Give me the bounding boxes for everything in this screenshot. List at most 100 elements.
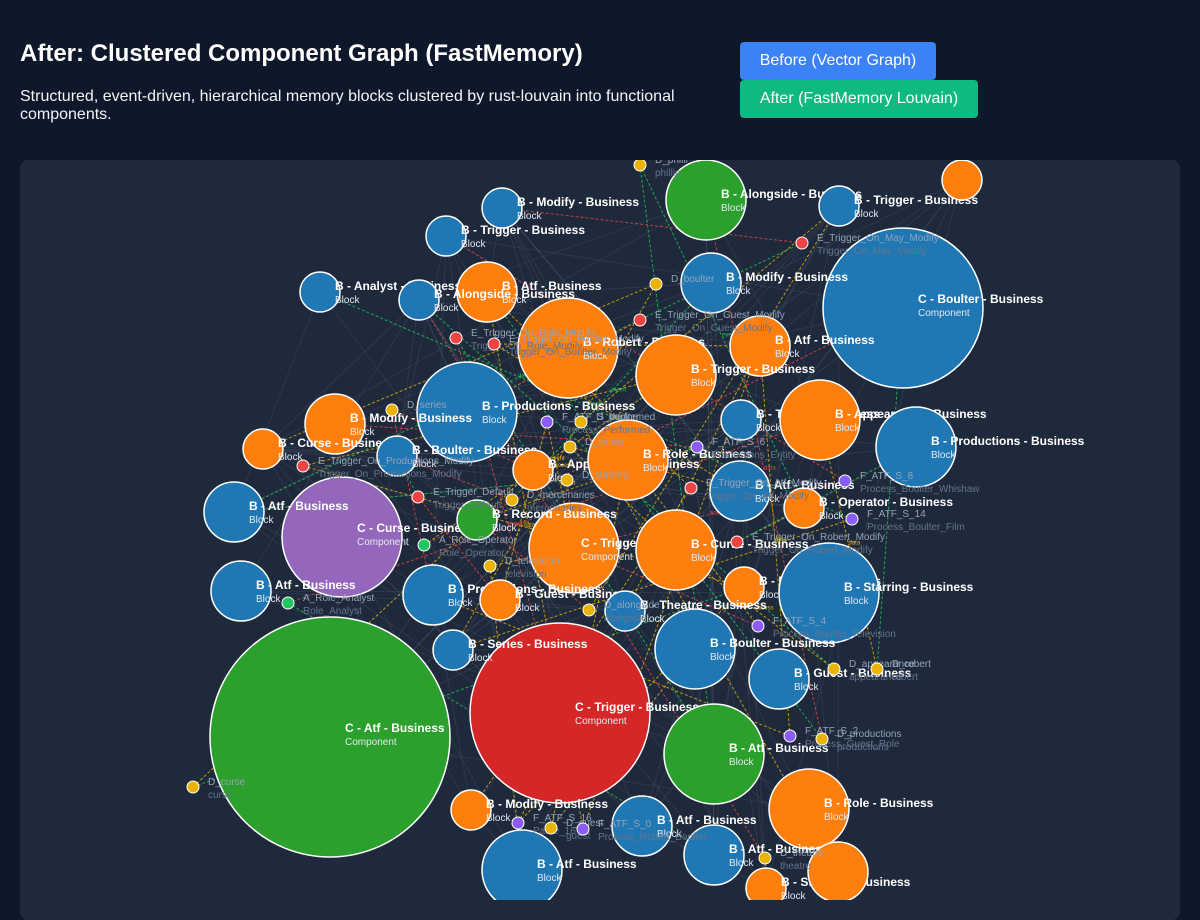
- graph-node[interactable]: B - Record - Business Block: [456, 499, 617, 541]
- detail-node[interactable]: E_Trigger_On_Atf_Modify Trigger_On_Atf_Mo…: [684, 478, 821, 502]
- graph-node[interactable]: B - Atf - Business Block: [611, 795, 757, 857]
- node-circle[interactable]: [481, 829, 563, 900]
- graph-node[interactable]: B - Atf - Business Block: [683, 824, 829, 886]
- graph-node[interactable]: B - Productions - Business Block: [875, 406, 1085, 488]
- node-circle[interactable]: [680, 252, 742, 314]
- detail-dot[interactable]: [633, 313, 647, 327]
- node-circle[interactable]: [456, 261, 518, 323]
- detail-dot[interactable]: [411, 490, 425, 504]
- node-circle[interactable]: [479, 579, 521, 621]
- detail-dot[interactable]: [505, 493, 519, 507]
- node-circle[interactable]: [299, 271, 341, 313]
- detail-dot[interactable]: [544, 821, 558, 835]
- graph-node[interactable]: B - Guest - Business Block: [479, 579, 633, 621]
- node-circle[interactable]: [720, 399, 762, 441]
- node-circle[interactable]: [729, 315, 791, 377]
- graph-node[interactable]: B - Boulter - Business Block: [376, 435, 538, 477]
- detail-dot[interactable]: [827, 662, 841, 676]
- graph-node[interactable]: B - Modify - Business Block: [450, 789, 608, 831]
- graph-node[interactable]: B - Trigger - Business Block: [425, 215, 585, 257]
- node-circle[interactable]: [768, 768, 850, 850]
- detail-node[interactable]: A_Role_Analyst Role_Analyst: [281, 593, 374, 617]
- graph-svg[interactable]: eventdataaccessdataeventdataeventeventda…: [20, 160, 1180, 900]
- node-circle[interactable]: [242, 428, 284, 470]
- detail-dot[interactable]: [417, 538, 431, 552]
- node-circle[interactable]: [304, 393, 366, 455]
- detail-dot[interactable]: [690, 440, 704, 454]
- graph-node[interactable]: B - Atf - Business Block: [729, 315, 875, 377]
- before-vector-graph-button[interactable]: Before (Vector Graph): [740, 42, 936, 80]
- node-circle[interactable]: [611, 795, 673, 857]
- detail-node[interactable]: D_mercenaries mercenaries: [505, 490, 595, 514]
- detail-dot[interactable]: [783, 729, 797, 743]
- node-circle[interactable]: [450, 789, 492, 831]
- detail-dot[interactable]: [795, 236, 809, 250]
- detail-node[interactable]: D_series: [385, 400, 446, 417]
- graph-node[interactable]: C - Trigger - Business Component: [469, 622, 699, 804]
- node-circle[interactable]: [528, 502, 620, 594]
- detail-node[interactable]: E_Trigger_On_Robert_Modify Trigger_On_Rob…: [730, 532, 885, 556]
- detail-node[interactable]: E_Trigger_On_Productions_Modify Trigger_O…: [296, 456, 474, 480]
- node-circle[interactable]: [683, 824, 745, 886]
- detail-dot[interactable]: [730, 535, 744, 549]
- detail-dot[interactable]: [385, 403, 399, 417]
- graph-node[interactable]: B - Trigger - Business Block: [818, 185, 978, 227]
- graph-canvas[interactable]: eventdataaccessdataeventdataeventeventda…: [20, 160, 1180, 920]
- node-circle[interactable]: [517, 297, 619, 399]
- node-circle[interactable]: [654, 608, 736, 690]
- graph-node[interactable]: [941, 160, 983, 201]
- graph-node[interactable]: B - Series - Business Block: [432, 629, 588, 671]
- node-circle[interactable]: [778, 542, 880, 644]
- detail-dot[interactable]: [511, 816, 525, 830]
- node-circle[interactable]: [745, 867, 787, 900]
- node-circle[interactable]: [481, 187, 523, 229]
- detail-dot[interactable]: [633, 160, 647, 172]
- detail-node[interactable]: E_Trigger_On_Role_Modify Trigger_On_Role_…: [449, 328, 595, 352]
- graph-node[interactable]: B - Starring - Business Block: [778, 542, 974, 644]
- graph-node[interactable]: B - Atf - Business Block: [709, 460, 855, 522]
- detail-dot[interactable]: [649, 277, 663, 291]
- graph-node[interactable]: C - Curse - Business Component: [281, 476, 475, 598]
- graph-node[interactable]: C - Boulter - Business Component: [822, 227, 1044, 389]
- graph-node[interactable]: B - Boulter - Business Block: [654, 608, 836, 690]
- graph-node[interactable]: B - Modify - Business Block: [304, 393, 472, 455]
- node-circle[interactable]: [425, 215, 467, 257]
- node-circle[interactable]: [941, 160, 983, 201]
- detail-node[interactable]: F_ATF_S_performed Process_Performed: [540, 412, 655, 436]
- node-circle[interactable]: [723, 566, 765, 608]
- node-circle[interactable]: [709, 460, 771, 522]
- graph-node[interactable]: B - Atf - Business Block: [481, 829, 637, 900]
- graph-node[interactable]: B - Productions - Business Block: [416, 361, 636, 463]
- detail-dot[interactable]: [449, 331, 463, 345]
- node-circle[interactable]: [469, 622, 651, 804]
- graph-node[interactable]: B - Atf - Business Block: [663, 703, 829, 805]
- node-circle[interactable]: [398, 279, 440, 321]
- detail-dot[interactable]: [186, 780, 200, 794]
- node-circle[interactable]: [456, 499, 498, 541]
- node-circle[interactable]: [779, 379, 861, 461]
- detail-dot[interactable]: [574, 415, 588, 429]
- detail-node[interactable]: F_ATF_S_0 Process_Robert_Boulter: [576, 819, 708, 843]
- node-circle[interactable]: [807, 841, 869, 900]
- node-circle[interactable]: [635, 334, 717, 416]
- detail-node[interactable]: F_ATF_S_8 Process_Boulter_Whishaw: [838, 471, 980, 495]
- node-circle[interactable]: [210, 560, 272, 622]
- detail-node[interactable]: D_boulter: [574, 412, 640, 429]
- detail-node[interactable]: E_Trigger_On_Boulter_Modify Trigger_On_Bo…: [487, 334, 644, 358]
- node-circle[interactable]: [663, 703, 765, 805]
- node-circle[interactable]: [604, 590, 646, 632]
- graph-node[interactable]: C - Atf - Business Component: [209, 616, 451, 858]
- node-circle[interactable]: [665, 160, 747, 241]
- node-circle[interactable]: [635, 509, 717, 591]
- graph-node[interactable]: B - Role - Business Block: [768, 768, 934, 850]
- graph-node[interactable]: B - Atf - Business Block: [210, 560, 356, 622]
- graph-node[interactable]: B - Atf - Business Block: [456, 261, 602, 323]
- node-circle[interactable]: [376, 435, 418, 477]
- detail-dot[interactable]: [540, 415, 554, 429]
- detail-node[interactable]: E_Trigger_On_Guest_Modify Trigger_On_Gues…: [633, 310, 785, 334]
- detail-dot[interactable]: [845, 512, 859, 526]
- detail-node[interactable]: F_ATF_S_14 Process_Boulter_Film: [845, 509, 965, 533]
- detail-dot[interactable]: [296, 459, 310, 473]
